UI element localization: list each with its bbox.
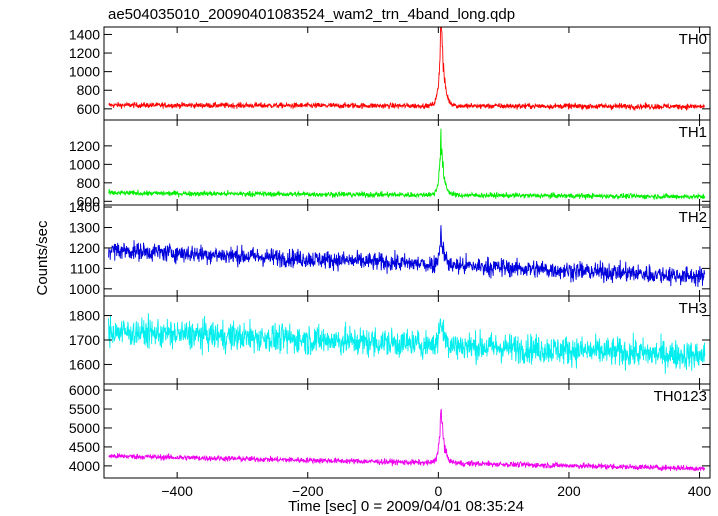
panel-th3: 1600 1700 1800 TH3 <box>69 295 711 385</box>
panel-frame-th1 <box>103 119 711 206</box>
series-line-th0 <box>108 27 705 112</box>
chart-title: ae504035010_20090401083524_wam2_trn_4ban… <box>108 6 515 23</box>
y-tick-label-th3: 1600 <box>69 356 100 372</box>
series-label-th1: TH1 <box>679 124 707 141</box>
y-tick-label-th0: 1400 <box>69 26 100 42</box>
y-tick-label-th0123: 4500 <box>69 439 100 455</box>
series-label-th0: TH0 <box>679 31 707 48</box>
y-tick-label-th0123: 4000 <box>69 458 100 474</box>
y-tick-label-th0123: 5500 <box>69 401 100 417</box>
y-tick-label-th0: 1200 <box>69 45 100 61</box>
y-tick-label-th0: 1000 <box>69 64 100 80</box>
y-axis-title: Counts/sec <box>34 220 51 296</box>
y-tick-label-th2: 1200 <box>69 240 100 256</box>
series-label-th3: TH3 <box>679 300 707 317</box>
series-line-th0123 <box>108 408 706 472</box>
panels: 600 800 1000 1200 1400 TH0 600 800 1000 1200 TH1 10… <box>69 26 712 499</box>
y-tick-label-th1: 1000 <box>69 156 100 172</box>
x-tick-label: 400 <box>688 483 712 499</box>
x-axis-title: Time [sec] 0 = 2009/04/01 08:35:24 <box>288 498 524 515</box>
y-tick-label-th1: 1200 <box>69 138 100 154</box>
series-line-th3 <box>108 313 706 374</box>
y-tick-label-th1: 600 <box>77 193 101 209</box>
y-tick-label-th2: 1300 <box>69 219 100 235</box>
y-tick-label-th0123: 6000 <box>69 382 100 398</box>
series-label-th2: TH2 <box>679 209 707 226</box>
y-tick-label-th0: 800 <box>77 82 101 98</box>
y-tick-label-th3: 1800 <box>69 308 100 324</box>
panel-th2: 1000 1100 1200 1300 1400 TH2 <box>69 199 711 297</box>
panel-th0: 600 800 1000 1200 1400 TH0 <box>69 26 711 121</box>
x-tick-label: −200 <box>292 483 324 499</box>
y-tick-label-th2: 1400 <box>69 199 100 215</box>
x-tick-label: −400 <box>161 483 193 499</box>
series-line-th1 <box>108 128 706 201</box>
series-line-th2 <box>108 225 706 288</box>
y-tick-label-th2: 1000 <box>69 281 100 297</box>
series-label-th0123: TH0123 <box>654 388 707 405</box>
y-tick-label-th1: 800 <box>77 175 101 191</box>
y-tick-label-th0123: 5000 <box>69 420 100 436</box>
y-tick-label-th3: 1700 <box>69 332 100 348</box>
panel-frame-th0123 <box>103 383 711 479</box>
x-tick-label: 200 <box>557 483 581 499</box>
panel-th0123: 4000 4500 5000 5500 6000 TH0123 <box>69 382 711 479</box>
y-tick-label-th0: 600 <box>77 101 101 117</box>
x-tick-label: 0 <box>434 483 442 499</box>
y-tick-label-th2: 1100 <box>70 260 100 276</box>
panel-th1: 600 800 1000 1200 TH1 <box>69 119 711 209</box>
